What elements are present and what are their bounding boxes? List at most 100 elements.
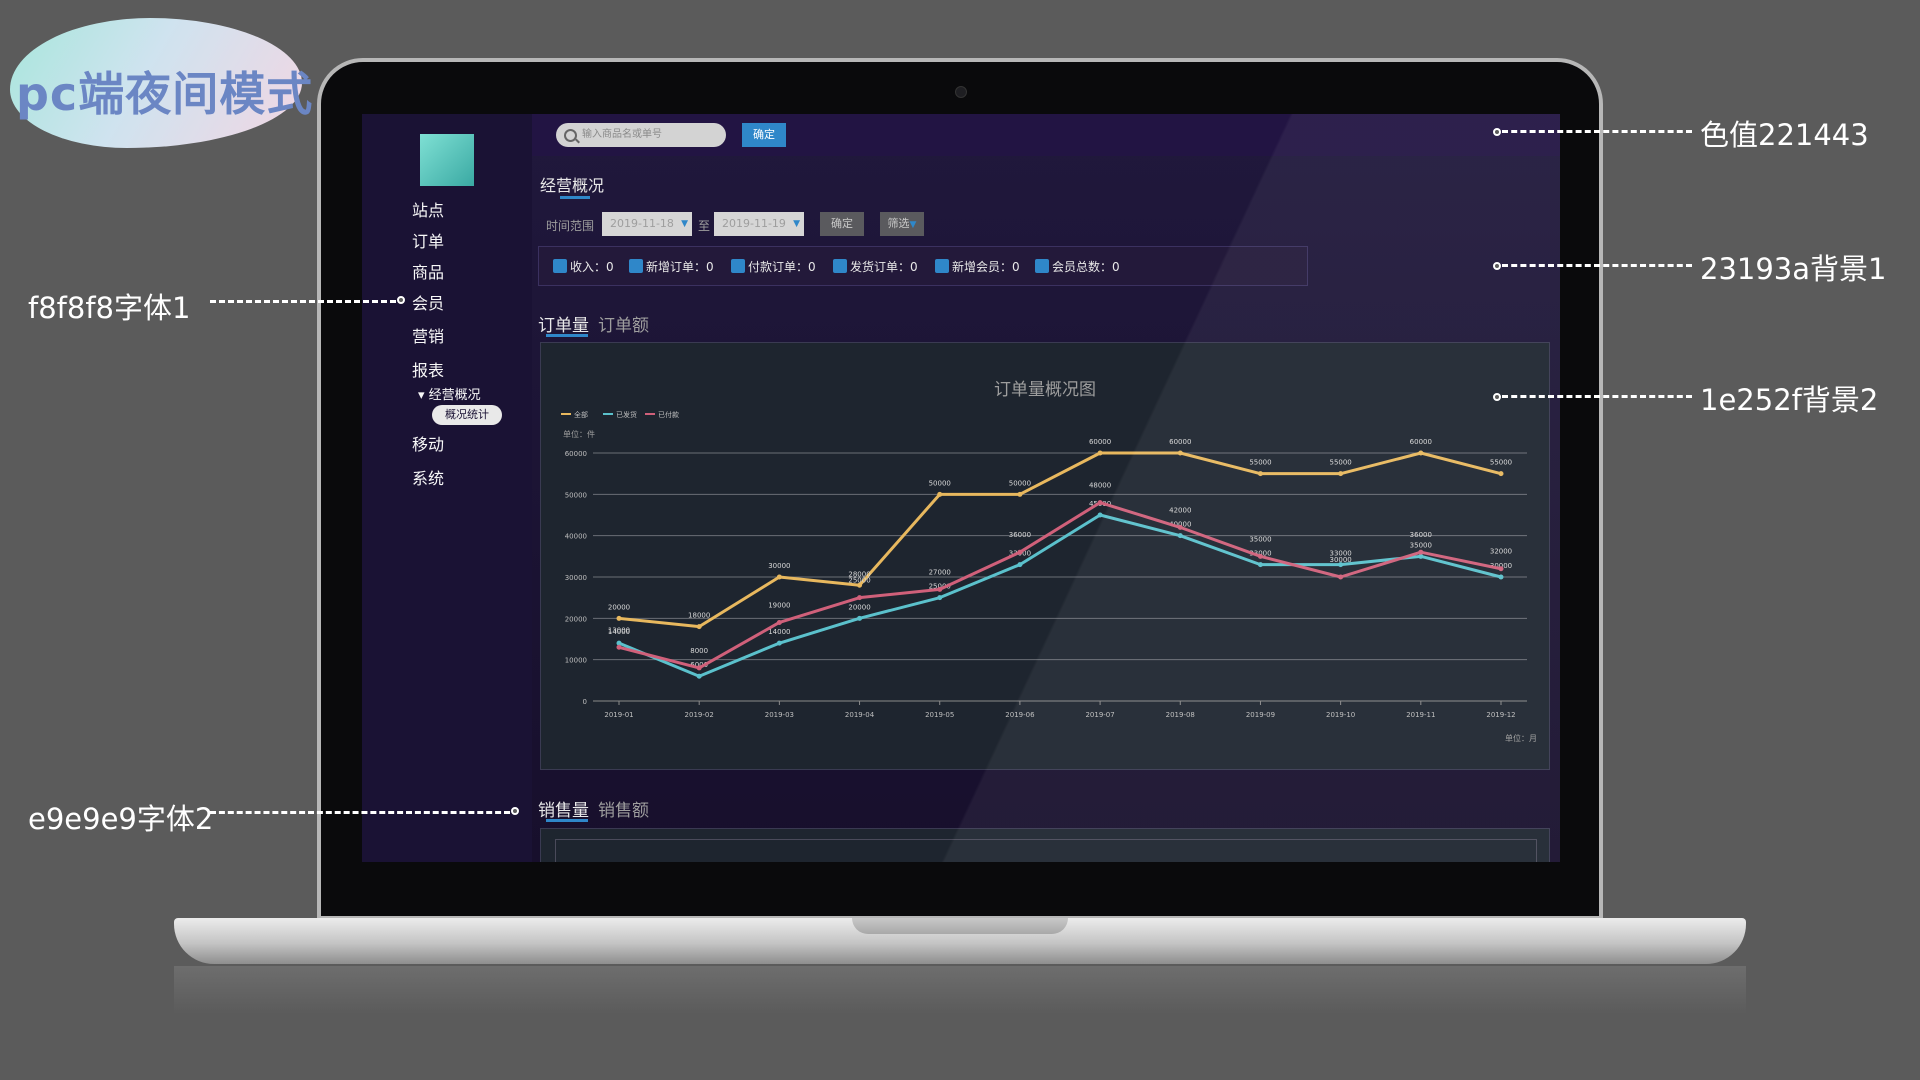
new-order-icon [629, 259, 643, 273]
annotation-font2: e9e9e9字体2 [28, 802, 214, 836]
sidebar-item-marketing[interactable]: 营销 [412, 327, 445, 346]
data-point [696, 624, 702, 630]
legend-label: 已发货 [616, 410, 637, 419]
search-input[interactable]: 输入商品名或单号 [556, 123, 726, 147]
sidebar-item-reports[interactable]: 报表 [412, 361, 445, 380]
time-range-label: 时间范围 [546, 219, 595, 233]
series-line [618, 451, 1502, 629]
stat-new-orders: 新增订单：0 [629, 258, 714, 275]
data-point [937, 595, 943, 601]
y-tick-label: 20000 [565, 615, 587, 623]
annotation-dot [1493, 262, 1501, 270]
camera [955, 86, 967, 98]
data-point [1498, 471, 1504, 477]
y-tick-label: 50000 [565, 491, 587, 499]
data-label: 55000 [1490, 459, 1512, 467]
x-tick-label: 2019-11 [1406, 711, 1435, 719]
data-point [776, 574, 782, 580]
chevron-down-icon: ▼ [681, 219, 688, 229]
screen: 站点 订单 商品 会员 营销 报表 ▾ 经营概况 概况统计 移动 系统 输入商品… [362, 114, 1560, 862]
sidebar-item-mobile[interactable]: 移动 [412, 435, 445, 454]
date-to-field[interactable]: 2019-11-19 ▼ [714, 212, 804, 236]
data-label: 6000 [690, 661, 708, 669]
data-label: 60000 [1410, 438, 1432, 446]
data-point [1017, 491, 1023, 497]
data-point [1177, 533, 1183, 539]
date-from-field[interactable]: 2019-11-18 ▼ [602, 212, 692, 236]
main-panel: 输入商品名或单号 确定 经营概况 时间范围 2019-11-18 ▼ 至 201… [532, 114, 1560, 862]
annotation-line [210, 811, 510, 814]
shipped-order-icon [833, 259, 847, 273]
logo[interactable] [420, 134, 474, 186]
data-label: 36000 [1410, 531, 1432, 539]
data-point [1257, 471, 1263, 477]
sales-chart-panel [540, 828, 1550, 862]
x-tick-label: 2019-09 [1246, 711, 1275, 719]
tab-order-amount[interactable]: 订单额 [598, 316, 649, 336]
data-point [696, 665, 702, 671]
tab-sales-amount[interactable]: 销售额 [598, 801, 649, 821]
y-axis-label: 单位：件 [563, 429, 595, 439]
legend-label: 已付款 [658, 410, 679, 419]
x-tick-label: 2019-04 [845, 711, 875, 719]
overview-title: 经营概况 [540, 176, 605, 195]
data-label: 14000 [768, 628, 790, 636]
sidebar-pill-stats[interactable]: 概况统计 [432, 405, 502, 425]
tab-order-count[interactable]: 订单量 [538, 316, 589, 336]
search-placeholder: 输入商品名或单号 [582, 129, 662, 140]
annotation-dot [1493, 128, 1501, 136]
x-tick-label: 2019-05 [925, 711, 954, 719]
data-label: 20000 [608, 603, 630, 611]
data-point [937, 491, 943, 497]
search-confirm-button[interactable]: 确定 [742, 123, 786, 147]
data-label: 25000 [929, 583, 951, 591]
sidebar-item-members[interactable]: 会员 [412, 294, 445, 313]
annotation-line [1502, 130, 1692, 133]
income-icon [553, 259, 567, 273]
data-label: 14000 [608, 628, 630, 636]
annotation-line [1502, 264, 1692, 267]
data-point [857, 582, 863, 588]
data-label: 30000 [1329, 556, 1351, 564]
chart-title: 订单量概况图 [994, 380, 1096, 400]
filter-label: 筛选 [887, 217, 910, 230]
paid-order-icon [731, 259, 745, 273]
series-line [618, 513, 1502, 678]
sidebar-item-products[interactable]: 商品 [412, 263, 445, 282]
date-confirm-button[interactable]: 确定 [820, 212, 864, 236]
sidebar-subitem-overview[interactable]: ▾ 经营概况 [418, 388, 481, 403]
data-label: 50000 [1009, 479, 1031, 487]
data-label: 35000 [1410, 541, 1432, 549]
stat-income: 收入：0 [553, 258, 614, 275]
data-point [1017, 562, 1023, 568]
data-label: 35000 [1249, 535, 1271, 543]
data-label: 18000 [688, 612, 710, 620]
data-point [857, 615, 863, 621]
search-icon [564, 129, 577, 142]
annotation-dot [1493, 393, 1501, 401]
x-tick-label: 2019-10 [1326, 711, 1355, 719]
annotation-line [210, 300, 396, 303]
data-point [616, 644, 622, 650]
y-tick-label: 60000 [565, 450, 587, 458]
data-point [1338, 562, 1344, 568]
data-point [616, 640, 622, 646]
tab-sales-count[interactable]: 销售量 [538, 801, 589, 821]
tab-sales-count-underline [546, 819, 588, 822]
filter-button[interactable]: 筛选▼ [880, 212, 924, 236]
data-label: 8000 [690, 647, 708, 655]
sidebar-item-system[interactable]: 系统 [412, 469, 445, 488]
data-point [1017, 549, 1023, 555]
data-label: 19000 [768, 601, 790, 609]
title-blob [10, 18, 302, 148]
stats-bar: 收入：0 新增订单：0 付款订单：0 发货订单：0 新增会员：0 会员总数：0 [538, 246, 1308, 286]
to-label: 至 [698, 219, 711, 233]
laptop-reflection [174, 966, 1746, 1014]
data-point [1498, 566, 1504, 572]
data-label: 30000 [768, 562, 790, 570]
overview-underline [560, 196, 590, 199]
sidebar-item-orders[interactable]: 订单 [412, 232, 445, 251]
sidebar-item-site[interactable]: 站点 [412, 201, 445, 220]
data-label: 48000 [1089, 482, 1111, 490]
